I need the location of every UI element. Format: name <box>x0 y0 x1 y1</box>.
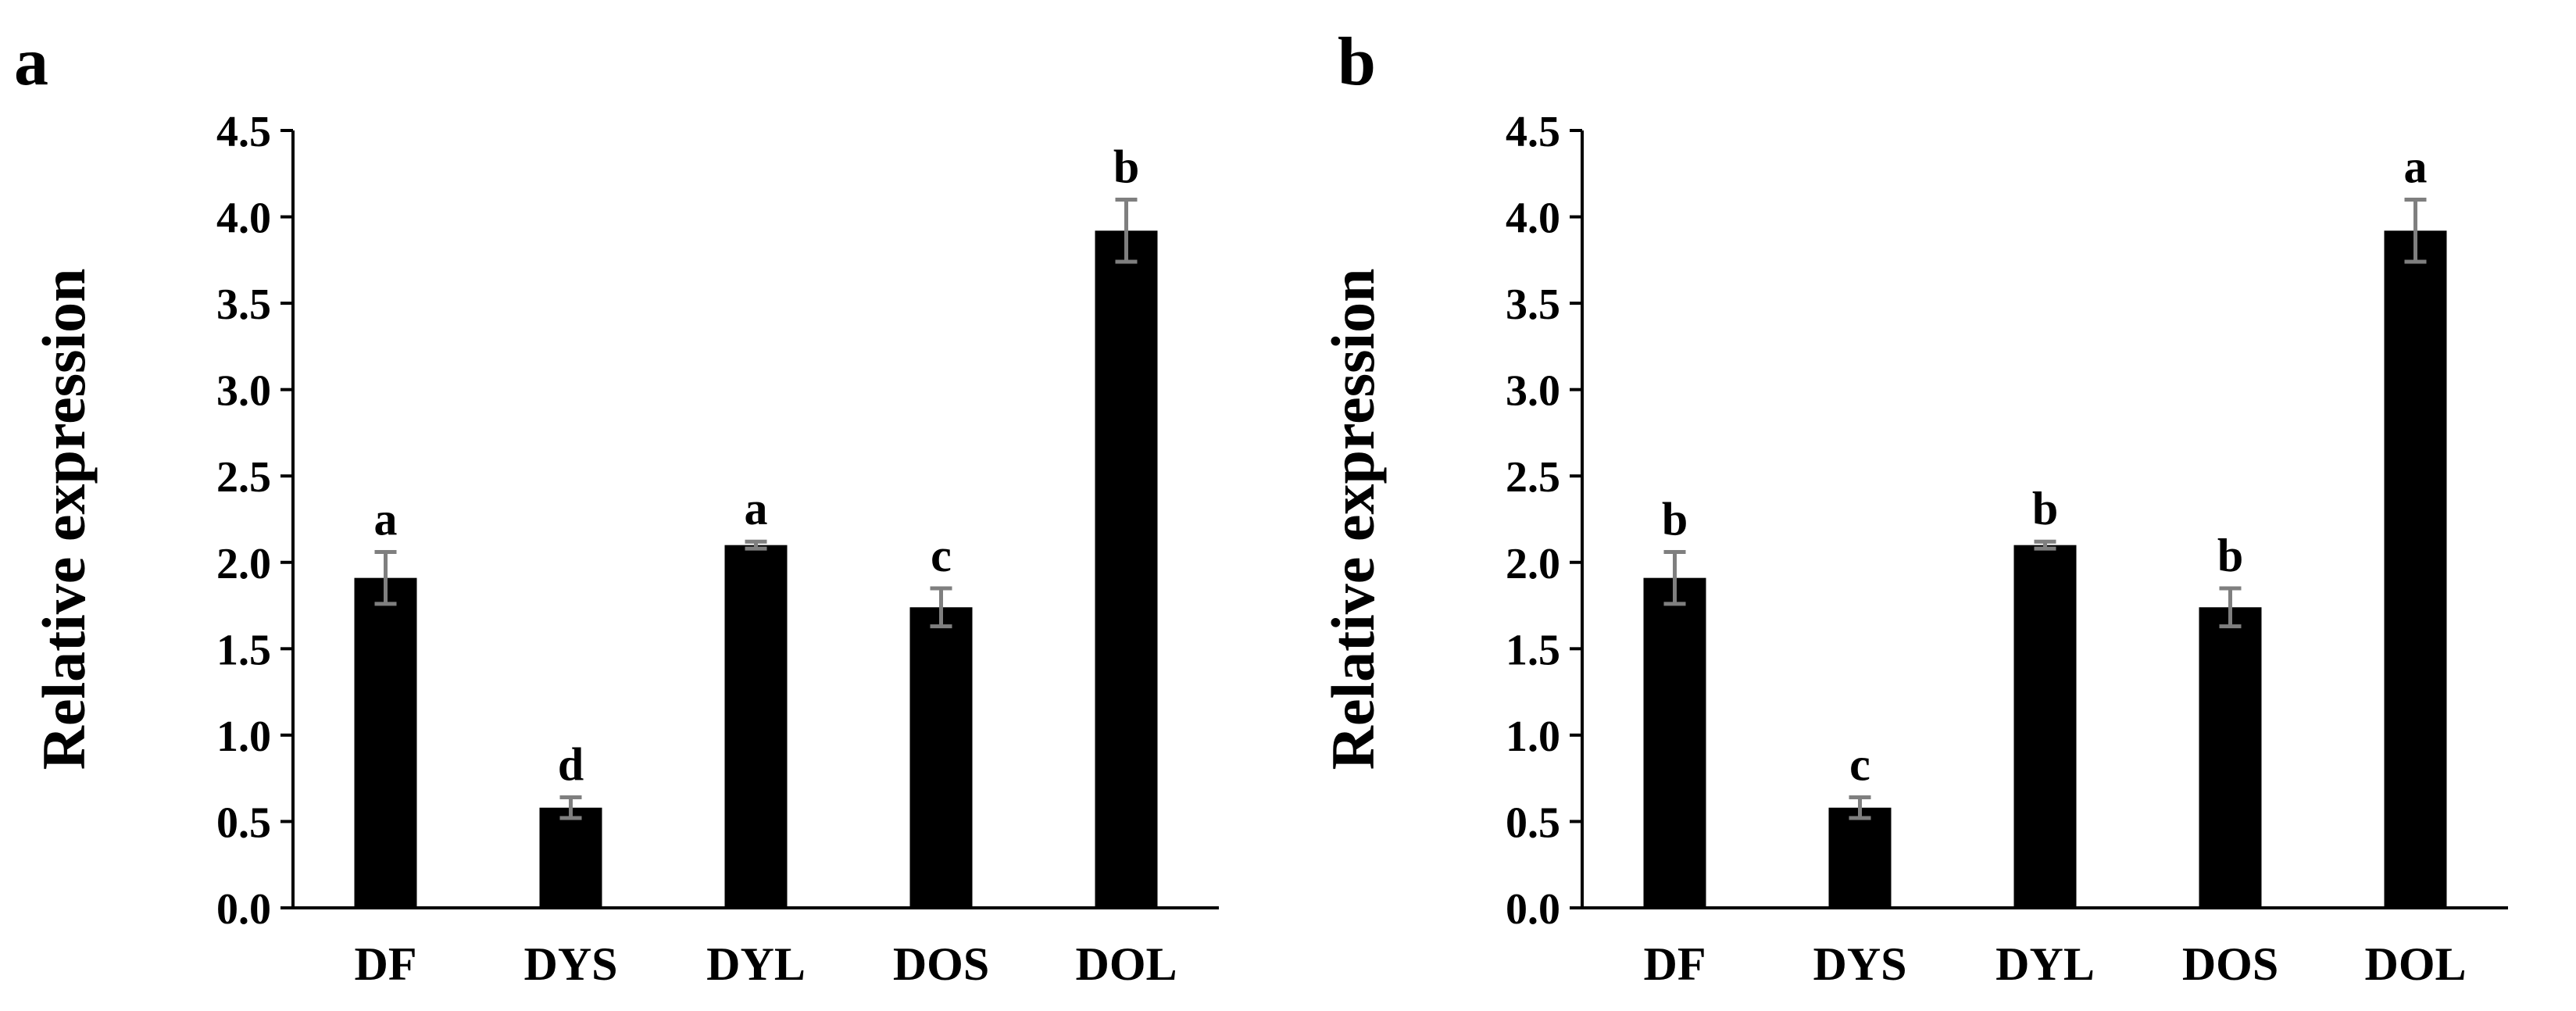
y-tick-label: 2.0 <box>216 540 271 588</box>
y-tick-label: 1.5 <box>1506 626 1560 674</box>
panel-b: b Relative expression 0.0 0.5 1.0 1.5 2.0 2.5 3.… <box>1319 24 2508 990</box>
y-tick-label: 1.0 <box>216 713 271 761</box>
x-tick-label: DYL <box>706 938 806 990</box>
y-tick-label: 3.5 <box>216 280 271 329</box>
significance-label: a <box>745 483 768 534</box>
y-tick-label: 4.5 <box>1506 108 1560 156</box>
bar-dyl <box>724 545 788 908</box>
x-tick-label: DYL <box>1995 938 2095 990</box>
y-tick-label: 3.0 <box>216 367 271 416</box>
x-tick-label: DF <box>355 938 417 990</box>
x-tick-label: DOL <box>2364 938 2466 990</box>
significance-label: b <box>1113 141 1139 192</box>
bar-df <box>354 577 417 908</box>
x-tick-label: DOS <box>893 938 989 990</box>
bar-dyl <box>2013 545 2077 908</box>
y-tick-label: 4.0 <box>1506 195 1560 243</box>
significance-label: a <box>2404 141 2428 192</box>
significance-label: c <box>1849 738 1870 790</box>
y-axis-title: Relative expression <box>1319 269 1387 770</box>
y-tick-label: 0.5 <box>216 798 271 847</box>
y-tick-label: 0.0 <box>1506 885 1560 934</box>
y-tick-label: 2.5 <box>1506 453 1560 502</box>
bar-dol <box>2384 230 2447 908</box>
significance-label: b <box>1662 494 1688 545</box>
bar-dys <box>1828 807 1892 908</box>
y-tick-label: 3.5 <box>1506 280 1560 329</box>
y-tick-label: 4.5 <box>216 108 271 156</box>
significance-label: a <box>374 494 398 545</box>
x-tick-label: DF <box>1644 938 1706 990</box>
y-tick-label: 3.0 <box>1506 367 1560 416</box>
x-tick-label: DYS <box>523 938 617 990</box>
significance-label: c <box>931 530 952 581</box>
y-tick-label: 2.0 <box>1506 540 1560 588</box>
y-tick-label: 0.5 <box>1506 798 1560 847</box>
panel-label: b <box>1338 24 1376 100</box>
bar-dys <box>539 807 602 908</box>
x-tick-label: DYS <box>1813 938 1906 990</box>
panel-label: a <box>14 24 48 100</box>
bar-df <box>1643 577 1706 908</box>
significance-label: b <box>2217 530 2243 581</box>
y-tick-label: 4.0 <box>216 195 271 243</box>
y-tick-label: 1.5 <box>216 626 271 674</box>
significance-label: b <box>2032 483 2058 534</box>
y-tick-label: 1.0 <box>1506 713 1560 761</box>
bar-dos <box>909 607 973 908</box>
bar-dol <box>1095 230 1158 908</box>
x-tick-label: DOS <box>2182 938 2278 990</box>
panel-a: a Relative expression 0.0 0.5 1.0 1.5 2.0 2.5 3.… <box>14 24 1219 990</box>
x-tick-label: DOL <box>1075 938 1177 990</box>
y-tick-label: 0.0 <box>216 885 271 934</box>
bar-dos <box>2199 607 2262 908</box>
y-axis-title: Relative expression <box>30 269 98 770</box>
y-tick-label: 2.5 <box>216 453 271 502</box>
significance-label: d <box>558 738 584 790</box>
